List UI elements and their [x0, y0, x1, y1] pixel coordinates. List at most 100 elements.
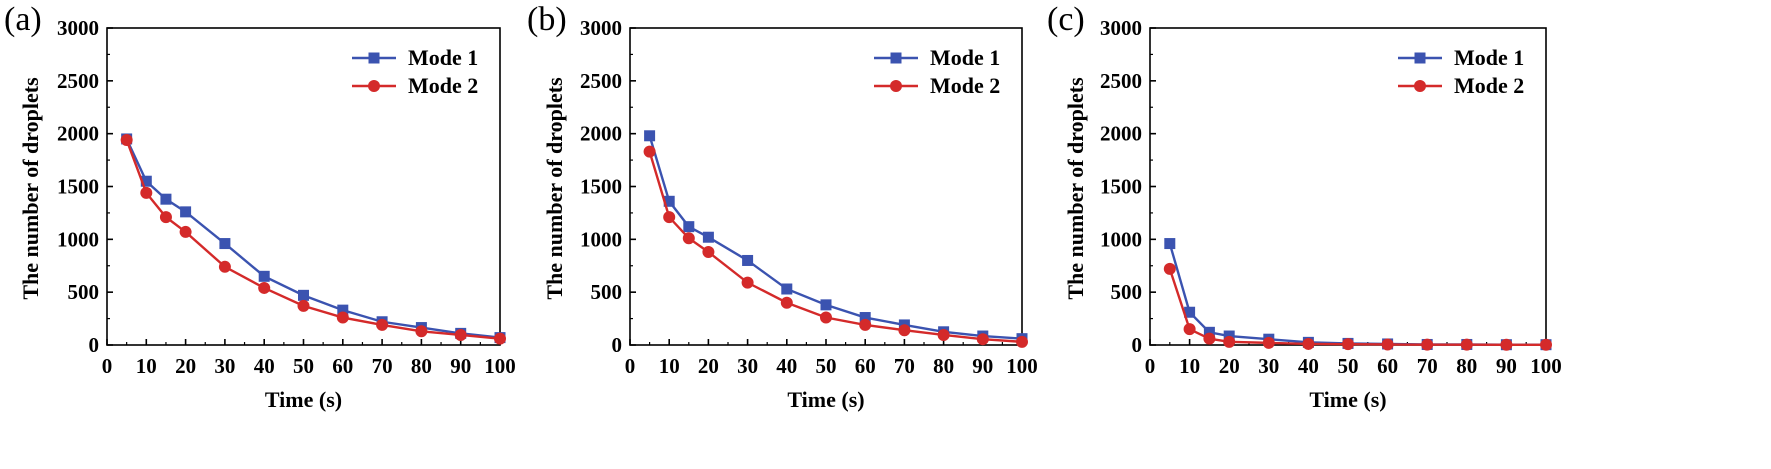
x-axis-title: Time (s): [1309, 387, 1386, 412]
chart-panel-2: (b)0 10 20 30 40 50 60 70 80 90 100050010001500200…: [527, 1, 1038, 412]
y-tick-label: 1500: [1100, 175, 1142, 199]
x-tick-label: 20: [698, 354, 719, 378]
y-tick-label: 0: [612, 333, 623, 357]
data-point-mode-2: [179, 225, 192, 238]
x-tick-label: 70: [1417, 354, 1438, 378]
legend-marker: [890, 80, 902, 92]
y-tick-label: 1000: [580, 227, 622, 251]
x-tick-label: 0: [625, 354, 636, 378]
data-point-mode-2: [741, 276, 754, 289]
data-point-mode-1: [781, 283, 793, 295]
x-tick-label: 50: [1338, 354, 1359, 378]
data-point-mode-2: [702, 246, 715, 259]
data-point-mode-2: [415, 325, 428, 338]
legend-label: Mode 1: [930, 45, 1000, 70]
data-point-mode-1: [1184, 306, 1196, 318]
data-point-mode-2: [1460, 338, 1473, 351]
x-tick-label: 70: [372, 354, 393, 378]
data-point-mode-2: [159, 211, 172, 224]
chart-panel-1: (a)0 10 20 30 40 50 60 70 80 90 100050010001500200…: [4, 1, 516, 412]
y-axis-title: The number of droplets: [542, 77, 567, 300]
data-point-mode-2: [1302, 337, 1315, 350]
data-point-mode-2: [1421, 338, 1434, 351]
y-tick-label: 2500: [57, 69, 99, 93]
data-point-mode-2: [898, 324, 911, 337]
x-tick-label: 60: [855, 354, 876, 378]
y-tick-label: 500: [1111, 280, 1143, 304]
x-tick-label: 40: [1298, 354, 1319, 378]
x-tick-label: 60: [332, 354, 353, 378]
data-point-mode-1: [160, 193, 172, 205]
chart-panel-3: (c)0 10 20 30 40 50 60 70 80 90 100050010001500200…: [1047, 1, 1562, 412]
x-tick-label: 100: [484, 354, 516, 378]
x-tick-label: 0: [1145, 354, 1156, 378]
y-tick-label: 1500: [580, 175, 622, 199]
data-point-mode-2: [1223, 335, 1236, 348]
legend-marker: [890, 52, 902, 64]
data-point-mode-1: [219, 238, 231, 250]
y-tick-label: 500: [591, 280, 623, 304]
x-tick-label: 50: [816, 354, 837, 378]
y-tick-label: 2000: [57, 122, 99, 146]
data-point-mode-2: [820, 311, 832, 324]
data-point-mode-2: [859, 318, 872, 331]
data-point-mode-2: [1016, 335, 1028, 348]
data-point-mode-1: [1203, 326, 1215, 338]
data-point-mode-2: [1203, 332, 1216, 345]
x-tick-label: 100: [1530, 354, 1562, 378]
panel-label: (c): [1047, 1, 1085, 38]
legend-marker: [368, 52, 380, 64]
legend-marker: [1414, 52, 1426, 64]
data-point-mode-2: [218, 260, 231, 273]
data-point-mode-2: [297, 299, 310, 312]
x-tick-label: 20: [175, 354, 196, 378]
x-tick-label: 10: [136, 354, 157, 378]
legend-label: Mode 2: [1454, 73, 1524, 98]
series-line-mode-2: [125, 139, 501, 340]
y-axis-title: The number of droplets: [1063, 77, 1088, 300]
x-tick-label: 10: [659, 354, 680, 378]
x-tick-label: 100: [1006, 354, 1038, 378]
x-tick-label: 30: [214, 354, 235, 378]
data-point-mode-2: [1262, 336, 1275, 349]
data-point-mode-2: [937, 328, 950, 341]
x-tick-label: 80: [1456, 354, 1477, 378]
y-tick-label: 1000: [1100, 227, 1142, 251]
data-point-mode-2: [376, 318, 389, 331]
y-tick-label: 2000: [1100, 122, 1142, 146]
x-tick-label: 90: [450, 354, 471, 378]
x-tick-label: 40: [254, 354, 275, 378]
data-point-mode-1: [644, 130, 656, 142]
panel-label: (a): [4, 1, 42, 38]
y-tick-label: 2000: [580, 122, 622, 146]
data-point-mode-1: [820, 299, 832, 311]
data-point-mode-2: [1163, 262, 1176, 275]
x-tick-label: 30: [1258, 354, 1279, 378]
data-point-mode-2: [1500, 338, 1513, 351]
x-tick-label: 80: [411, 354, 432, 378]
x-tick-label: 50: [293, 354, 314, 378]
data-point-mode-2: [336, 311, 349, 324]
y-tick-label: 3000: [57, 16, 99, 40]
data-point-mode-1: [663, 195, 675, 207]
x-axis-title: Time (s): [787, 387, 864, 412]
data-point-mode-2: [1381, 338, 1394, 351]
data-point-mode-2: [780, 296, 793, 309]
data-point-mode-1: [337, 304, 349, 316]
legend-marker: [368, 80, 380, 92]
y-tick-label: 2500: [1100, 69, 1142, 93]
x-tick-label: 0: [102, 354, 113, 378]
x-tick-label: 90: [972, 354, 993, 378]
y-tick-label: 2500: [580, 69, 622, 93]
y-tick-label: 1000: [57, 227, 99, 251]
data-point-mode-2: [494, 332, 506, 345]
x-axis-title: Time (s): [265, 387, 342, 412]
x-tick-label: 80: [933, 354, 954, 378]
data-point-mode-1: [180, 206, 192, 218]
data-point-mode-1: [702, 231, 714, 243]
y-tick-label: 0: [1132, 333, 1143, 357]
y-tick-label: 1500: [57, 175, 99, 199]
y-axis-title: The number of droplets: [18, 77, 43, 300]
x-tick-label: 60: [1377, 354, 1398, 378]
